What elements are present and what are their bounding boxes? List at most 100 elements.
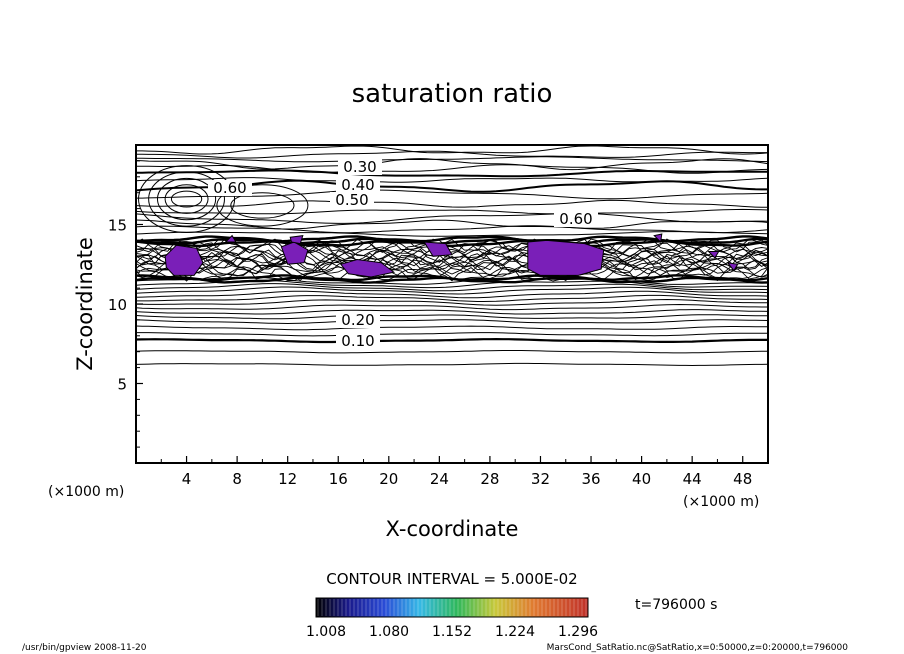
- contour-line: [136, 208, 768, 215]
- contour-label: 0.40: [341, 176, 374, 194]
- x-tick-label: 12: [278, 470, 297, 488]
- x-unit-left: (×1000 m): [48, 484, 124, 500]
- contour-interval-text: CONTOUR INTERVAL = 5.000E-02: [326, 570, 577, 588]
- footer-right: MarsCond_SatRatio.nc@SatRatio,x=0:50000,…: [547, 643, 849, 653]
- colorbar-label: 1.152: [432, 624, 472, 640]
- cloud-contour: [136, 252, 768, 268]
- supersaturated-region: [224, 234, 237, 243]
- colorbar: [315, 597, 589, 618]
- cloud-contour: [136, 259, 768, 275]
- supersaturated-region: [726, 262, 739, 272]
- contour-ring: [170, 190, 203, 208]
- cloud-contour: [136, 262, 768, 278]
- colorbar-labels: 1.008 1.080 1.152 1.224 1.296: [306, 624, 598, 640]
- supersaturated-region: [339, 258, 396, 278]
- contour-line: [136, 158, 768, 171]
- time-text: t=796000 s: [635, 597, 717, 613]
- x-tick-label: 44: [683, 470, 702, 488]
- x-tick-label: 48: [733, 470, 752, 488]
- supersaturated-region: [423, 241, 453, 257]
- contour-line: [136, 319, 768, 325]
- contour-line: [136, 213, 768, 224]
- cloud-contour: [136, 238, 768, 254]
- contour-labels: 0.300.400.50 0.60 0.60 0.20 0.10: [208, 158, 598, 350]
- contour-line: [136, 177, 768, 183]
- contour-label: 0.60: [213, 179, 246, 197]
- contour-line: [136, 290, 768, 299]
- colorbar-label: 1.296: [558, 624, 598, 640]
- contour-line: [136, 283, 768, 292]
- supersaturated-region: [527, 239, 605, 276]
- x-axis-label: X-coordinate: [386, 517, 519, 541]
- contour-line: [136, 298, 768, 306]
- contour-line: [136, 199, 768, 208]
- cloud-contour: [136, 238, 768, 254]
- contour-ring: [156, 177, 217, 221]
- contour-ring: [230, 192, 295, 219]
- x-tick-label: 8: [232, 470, 242, 488]
- contour-label-bg: [336, 333, 380, 349]
- contour-label: 0.60: [559, 210, 592, 228]
- x-axis-ticks: 4 8 12 16 20 24 28 32 36 40 44 48: [160, 456, 752, 488]
- x-unit-right: (×1000 m): [683, 494, 759, 510]
- supersaturated-region: [280, 241, 309, 265]
- supersaturated-region: [289, 235, 304, 245]
- contour-label-bg: [336, 312, 380, 328]
- x-tick-label: 36: [581, 470, 600, 488]
- colorbar-label: 1.224: [495, 624, 535, 640]
- contour-line: [136, 294, 768, 302]
- contour-ring: [164, 184, 209, 214]
- y-axis-label: Z-coordinate: [73, 237, 97, 371]
- contour-label: 0.30: [343, 158, 376, 176]
- contour-label: 0.20: [341, 311, 374, 329]
- contour-label-bg: [338, 159, 382, 175]
- y-tick-label: 15: [108, 217, 127, 235]
- x-tick-label: 20: [379, 470, 398, 488]
- supersaturated-region: [164, 244, 204, 276]
- contour-field: [136, 145, 768, 367]
- contour-label-bg: [336, 177, 380, 193]
- contour-line: [136, 332, 768, 337]
- cloud-contour: [136, 248, 768, 264]
- contour-label: 0.10: [341, 332, 374, 350]
- supersaturated-region: [653, 233, 663, 244]
- contour-line: [136, 225, 768, 234]
- cloud-contour: [136, 266, 768, 282]
- contour-line: [136, 350, 768, 354]
- chart-title: saturation ratio: [352, 79, 553, 109]
- contour-line: [136, 325, 768, 331]
- contour-line: [136, 231, 768, 237]
- contour-ring: [148, 171, 225, 227]
- contour-band: [136, 235, 768, 243]
- y-axis-ticks: 5 10 15: [108, 160, 143, 448]
- x-tick-label: 16: [329, 470, 348, 488]
- supersaturated-region: [707, 251, 720, 259]
- contour-line: [136, 303, 768, 311]
- contour-line: [136, 362, 768, 367]
- contour-ring: [138, 165, 236, 233]
- contour-line: [136, 150, 768, 159]
- contour-label-bg: [208, 180, 252, 196]
- contour-line: [136, 164, 768, 174]
- x-tick-label: 24: [430, 470, 449, 488]
- contour-line: [136, 169, 768, 178]
- contour-label-bg: [330, 192, 374, 208]
- contour-line: [136, 156, 768, 163]
- cloud-contour: [136, 241, 768, 257]
- contour-line: [136, 337, 768, 344]
- contour-line: [136, 145, 768, 155]
- contour-line: [136, 219, 768, 230]
- x-tick-label: 32: [531, 470, 550, 488]
- y-tick-label: 5: [117, 376, 127, 394]
- colorbar-label: 1.008: [306, 624, 346, 640]
- colorbar-label: 1.080: [369, 624, 409, 640]
- x-tick-label: 40: [632, 470, 651, 488]
- contour-ring: [216, 184, 309, 227]
- y-tick-label: 10: [108, 296, 127, 314]
- contour-label-bg: [554, 211, 598, 227]
- footer-left: /usr/bin/gpview 2008-11-20: [22, 643, 147, 653]
- contour-label: 0.50: [335, 191, 368, 209]
- contour-line: [136, 314, 768, 320]
- x-tick-label: 28: [480, 470, 499, 488]
